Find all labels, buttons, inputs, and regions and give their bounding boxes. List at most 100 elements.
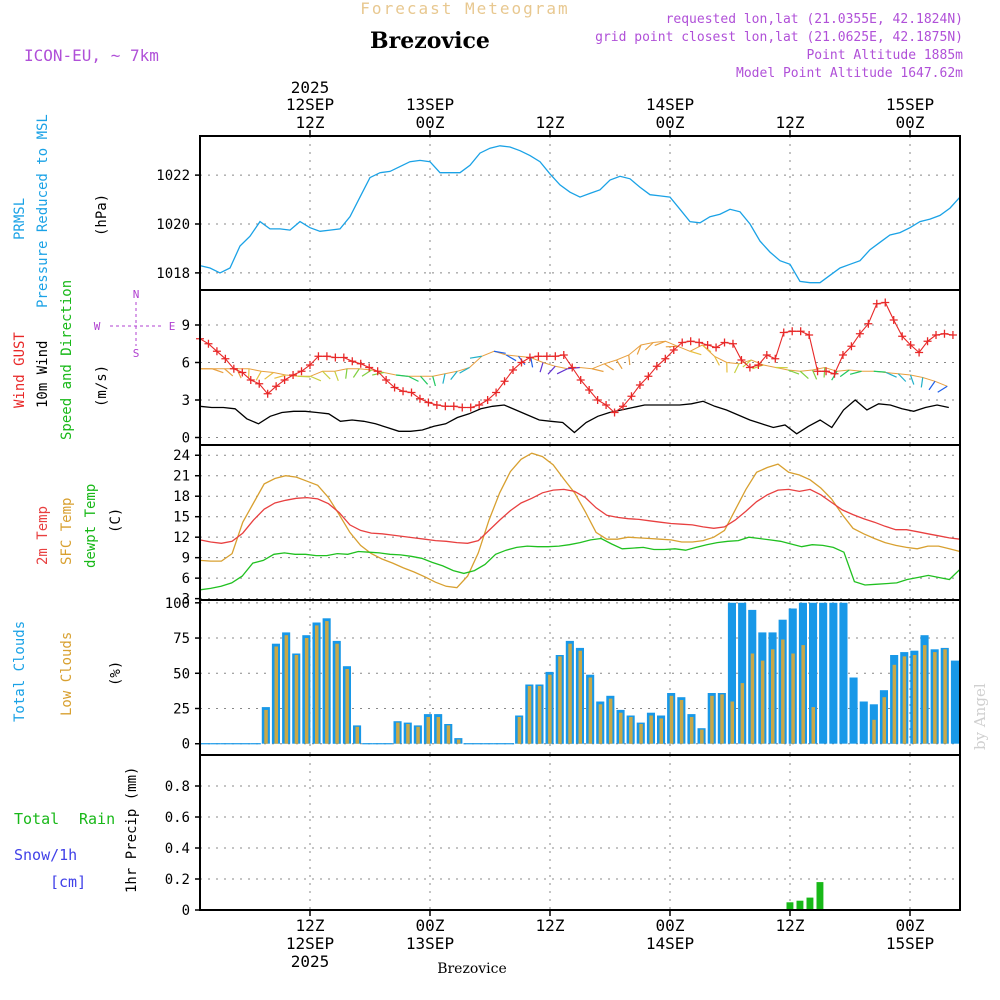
wind-gust-point (331, 353, 340, 362)
wind-gust-point (762, 351, 771, 359)
t2m-series-line (199, 488, 961, 544)
wind-direction-arrow (407, 375, 419, 382)
bottom-time-label-hour: 12Z (296, 916, 325, 935)
low-cloud-bar (588, 677, 593, 744)
wind-gust-point (847, 342, 856, 351)
low-cloud-bar (446, 725, 451, 744)
top-time-label-hour: 12Z (296, 113, 325, 132)
low-cloud-bar (740, 683, 745, 744)
low-cloud-bar (284, 635, 289, 744)
clouds-tick-label: 100 (165, 596, 190, 612)
low-cloud-bar (669, 695, 674, 744)
wind-gust-point (695, 338, 704, 347)
wind-direction-arrow (839, 369, 850, 378)
wind-gust-point (627, 392, 636, 401)
precip-bar (786, 902, 794, 911)
wind-direction-arrow (644, 342, 654, 351)
wind-gust-point (229, 364, 238, 373)
wind-direction-arrow (493, 350, 506, 354)
wind-direction-arrow (937, 385, 948, 393)
total-clouds-label: Total Clouds (12, 621, 28, 722)
low-cloud-bar (639, 724, 643, 744)
low-cloud-bar (578, 650, 582, 744)
low-cloud-bar (710, 695, 714, 744)
model-name: ICON-EU, ~ 7km (24, 46, 159, 65)
t2m-label: 2m Temp (35, 506, 51, 565)
wind-gust-point (424, 398, 433, 407)
wind-gust-point (602, 401, 611, 409)
wind-direction-arrow (713, 355, 720, 366)
wind-direction-arrow (255, 370, 262, 381)
panel-frame (199, 444, 961, 601)
wind-gust-point (737, 356, 746, 364)
temp-tick-label: 21 (173, 469, 190, 485)
wind-direction-arrow (636, 344, 642, 355)
low-cloud-bar (315, 625, 319, 744)
low-cloud-bar (558, 656, 562, 744)
clouds-tick-label: 75 (173, 631, 190, 647)
wind-direction-arrow (345, 368, 348, 379)
low-cloud-bar (791, 653, 795, 744)
precip-tick-label: 0.6 (165, 810, 190, 826)
wind-gust-point (593, 396, 602, 404)
wind-gust-point (635, 381, 644, 389)
wind-gust-point (661, 354, 670, 363)
wind-gust-point (542, 352, 551, 361)
wind-gust-point (297, 367, 306, 376)
wind-gust-point (838, 351, 847, 359)
wind-direction-arrow (742, 359, 752, 368)
compass-w: W (94, 320, 101, 333)
wind-direction-arrow (459, 366, 470, 374)
wind-direction-arrow (928, 380, 936, 391)
product-title: Forecast Meteogram (360, 0, 569, 18)
precip-y-axis: 0 0.2 0.4 0.6 0.8 (165, 779, 960, 919)
wind-direction-arrow (823, 367, 826, 378)
wind-gust-point (280, 376, 289, 384)
wind-gust-point (263, 389, 272, 398)
rain-label: Rain (79, 810, 115, 828)
low-cloud-bar (548, 674, 552, 744)
wind-gust-point (415, 394, 424, 403)
wind-direction-arrow (432, 376, 436, 387)
footer-location: Brezovice (437, 961, 507, 977)
wind-gust-point (305, 361, 314, 369)
wind-direction-arrow (297, 375, 311, 378)
total-cloud-bar (839, 602, 848, 744)
low-cloud-bar (750, 653, 755, 744)
low-cloud-bar (700, 729, 704, 744)
wind-gust-point (221, 354, 230, 363)
low-cloud-bar (527, 686, 532, 744)
precip-tick-label: 0 (182, 903, 190, 919)
low-cloud-bar (902, 656, 907, 744)
top-time-label-hour: 00Z (416, 113, 445, 132)
wind-gust-point (255, 379, 264, 388)
low-cloud-bar (923, 645, 927, 744)
wind-direction-arrow (450, 370, 458, 380)
wind-gust-point (322, 352, 331, 361)
panel-frame (199, 135, 961, 291)
pressure-x-grid (309, 136, 911, 290)
wind-direction-arrow (811, 369, 818, 380)
bottom-time-label-date: 15SEP (886, 934, 934, 953)
temp-tick-label: 12 (173, 530, 190, 546)
wind-gust-point (872, 299, 881, 308)
panel-frame (199, 754, 961, 911)
bottom-time-label-year: 2025 (291, 952, 330, 971)
low-cloud-bar (598, 704, 603, 744)
temp-tick-label: 3 (182, 592, 190, 608)
precip-bar (816, 882, 824, 910)
wind-gust-point (728, 339, 737, 348)
low-cloud-bar (517, 717, 522, 744)
clouds-tick-label: 25 (173, 702, 190, 718)
top-time-label-date: 13SEP (406, 95, 454, 114)
wind-direction-arrow (361, 369, 372, 377)
wind-direction-arrow (352, 368, 360, 378)
wind-gust-point (754, 361, 763, 369)
wind-direction-arrow (539, 362, 544, 373)
wind-direction-arrow (591, 368, 604, 373)
wind-direction-arrow (689, 350, 702, 356)
temp-unit-label: (C) (108, 508, 124, 533)
wind-10m-series-line (199, 399, 949, 435)
wind-gust-point (289, 371, 298, 379)
wind-gust-point (339, 353, 348, 362)
